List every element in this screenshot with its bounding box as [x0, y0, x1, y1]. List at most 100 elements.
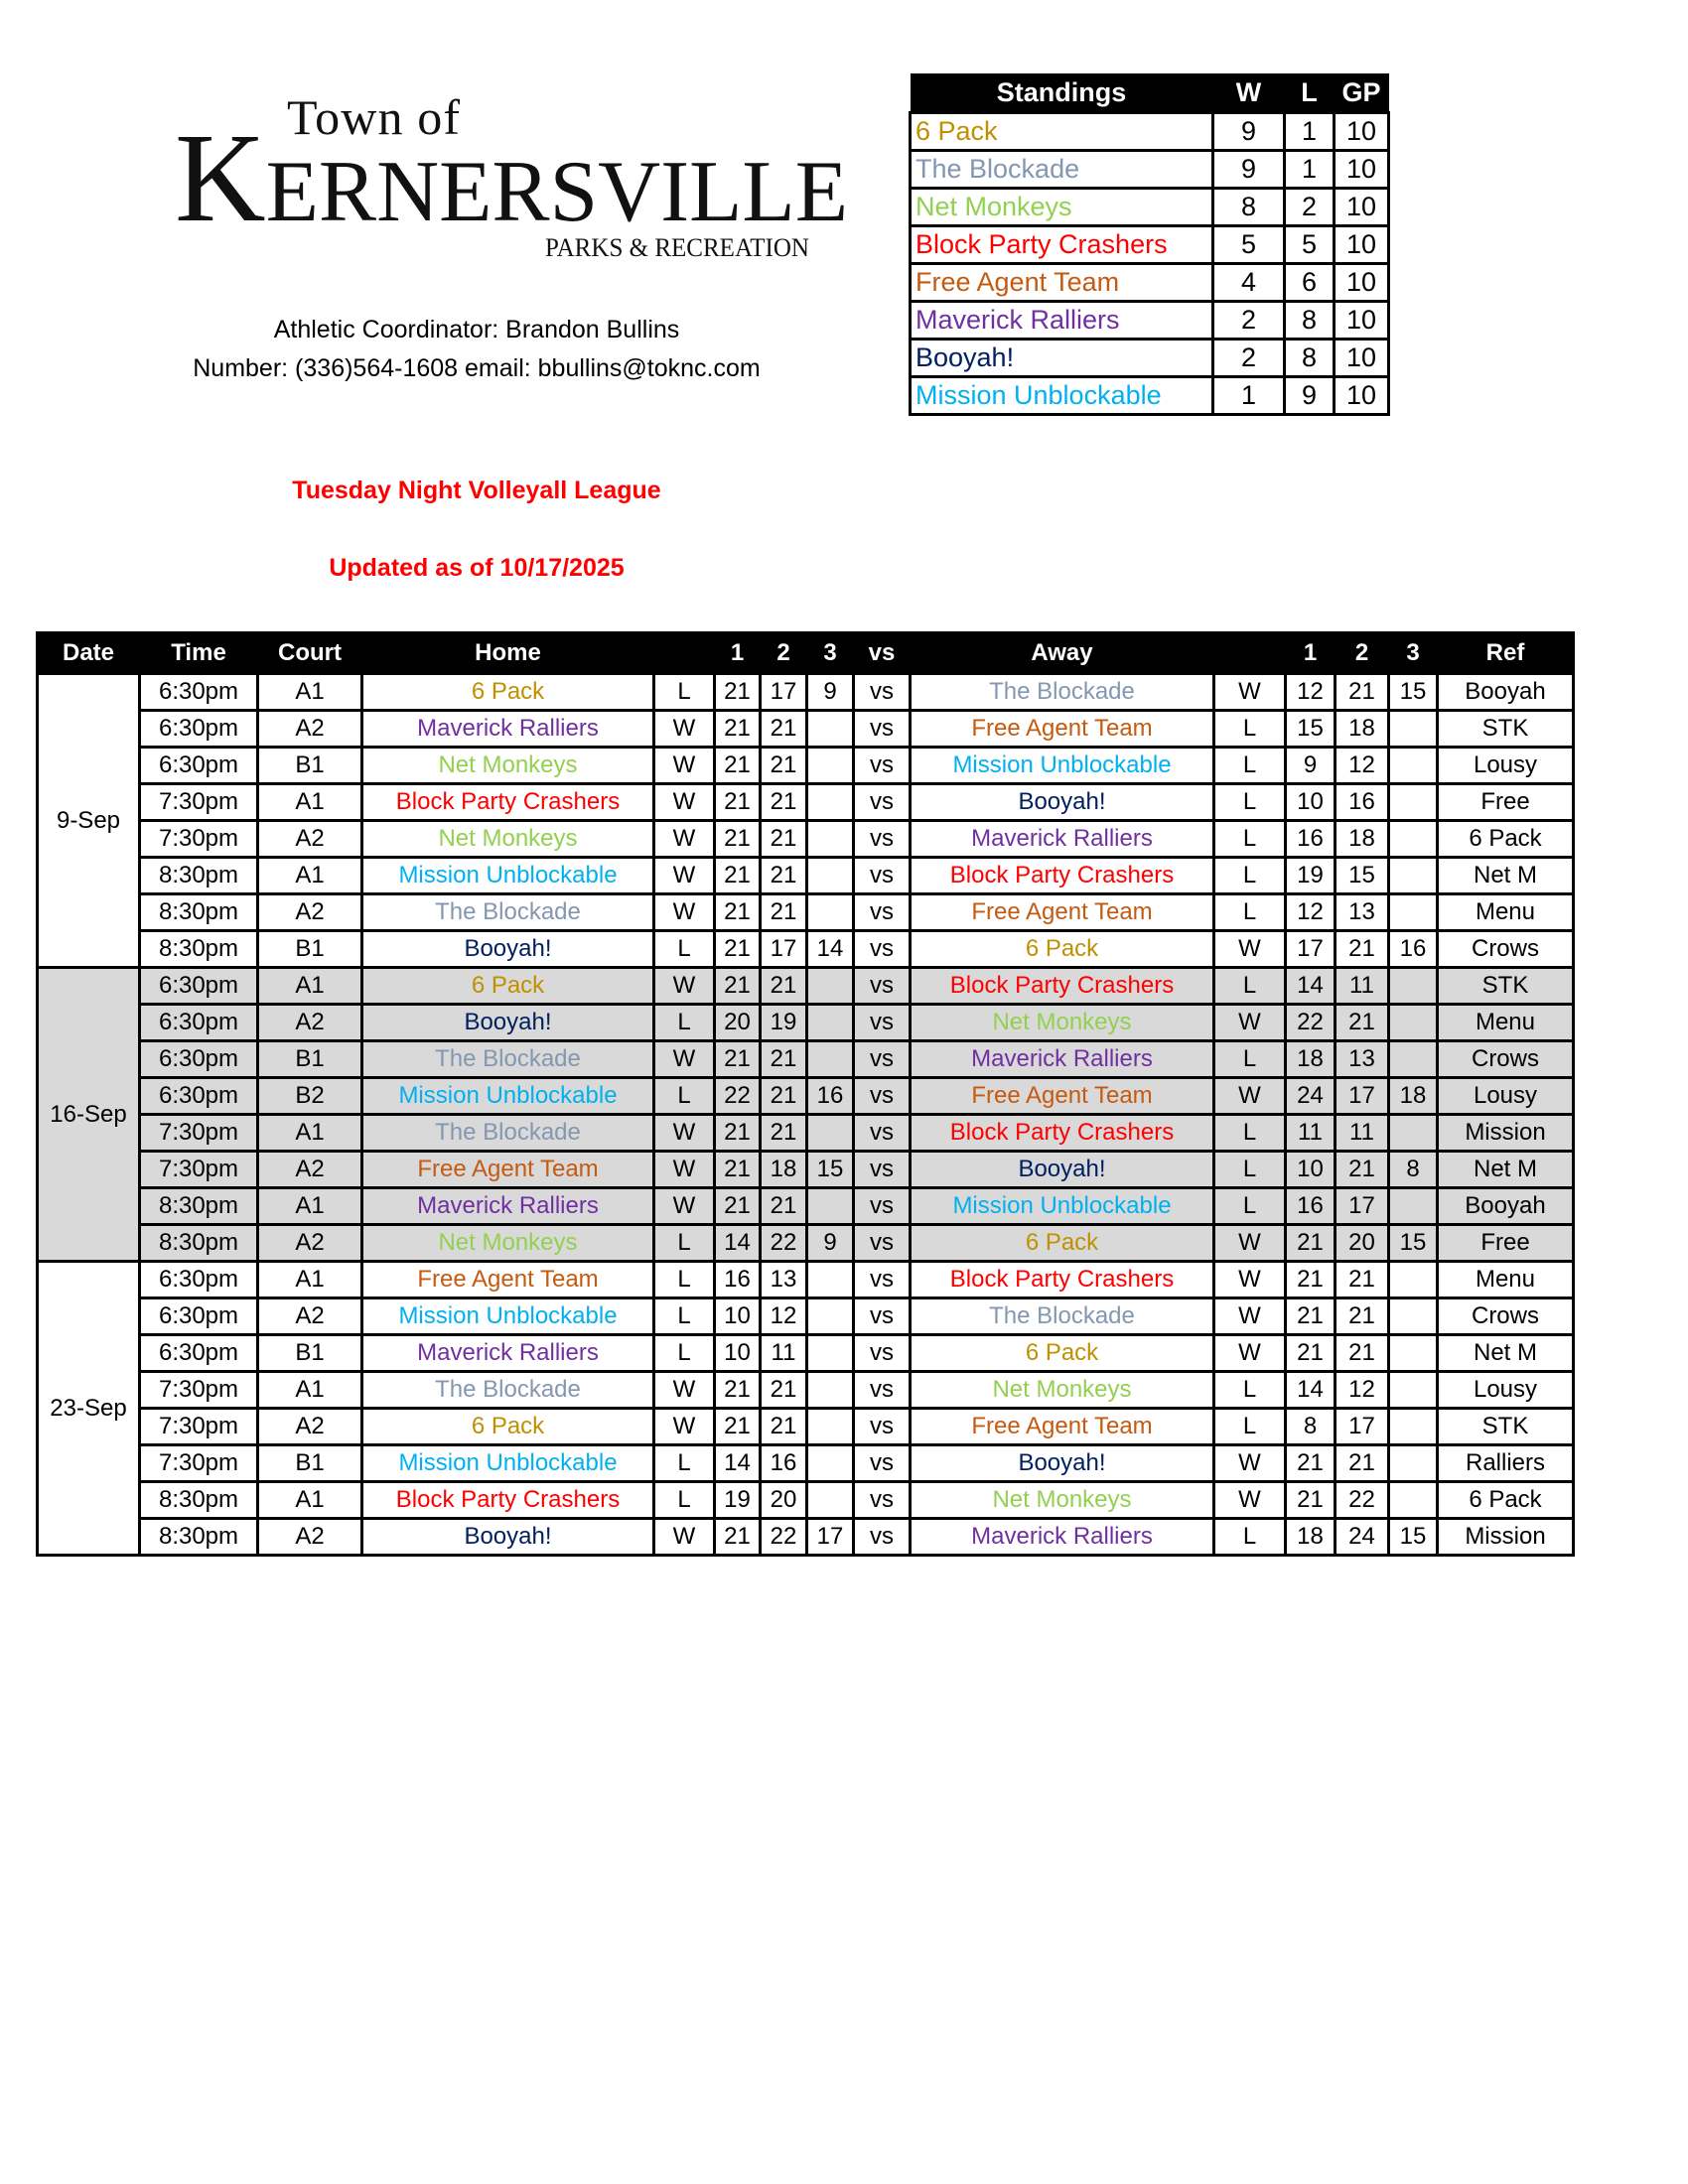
coordinator-text: Athletic Coordinator: Brandon Bullins: [273, 316, 680, 343]
home-set3-cell: [805, 1039, 855, 1079]
home-cell: Mission Unblockable: [360, 856, 655, 895]
away-set3-cell: 16: [1387, 929, 1439, 969]
home-set1-cell: 21: [713, 1370, 762, 1410]
ref-cell: Free: [1436, 1223, 1575, 1263]
vs-cell: vs: [852, 892, 912, 932]
ref-cell: Menu: [1436, 1003, 1575, 1042]
home-set1-cell: 21: [713, 1113, 762, 1153]
away-set1-cell: 21: [1284, 1260, 1336, 1299]
header-home-set3: 3: [805, 631, 855, 675]
vs-cell: vs: [852, 1003, 912, 1042]
home-cell: Block Party Crashers: [360, 1480, 655, 1520]
away-result-cell: L: [1212, 1186, 1287, 1226]
home-set1-cell: 21: [713, 892, 762, 932]
away-result-cell: W: [1212, 1480, 1287, 1520]
time-cell: 7:30pm: [138, 1150, 259, 1189]
header-vs: vs: [852, 631, 912, 675]
home-result-cell: L: [652, 929, 716, 969]
home-set2-cell: 13: [759, 1260, 808, 1299]
away-set2-cell: 13: [1334, 1039, 1390, 1079]
home-cell: 6 Pack: [360, 966, 655, 1006]
court-cell: A2: [256, 1517, 363, 1557]
standings-wins: 9: [1211, 149, 1286, 190]
away-set2-cell: 21: [1334, 929, 1390, 969]
date-cell: 16-Sep: [36, 966, 141, 1263]
home-set3-cell: [805, 819, 855, 859]
time-cell: 6:30pm: [138, 1260, 259, 1299]
court-cell: A1: [256, 1480, 363, 1520]
away-result-cell: L: [1212, 819, 1287, 859]
standings-games-played: 10: [1333, 187, 1390, 227]
away-set1-cell: 12: [1284, 672, 1336, 712]
home-set1-cell: 21: [713, 1517, 762, 1557]
away-set3-cell: 18: [1387, 1076, 1439, 1116]
time-cell: 8:30pm: [138, 892, 259, 932]
table-row: 7:30pm A1 The Blockade W 21 21 vs Net Monkeys L 1…: [38, 1370, 1575, 1410]
home-set1-cell: 21: [713, 1039, 762, 1079]
home-set2-cell: 21: [759, 782, 808, 822]
time-cell: 6:30pm: [138, 709, 259, 749]
away-result-cell: W: [1212, 1003, 1287, 1042]
table-row: 16-Sep 6:30pm A1 6 Pack W 21 21 vs Block Party C…: [36, 966, 1575, 1263]
away-set3-cell: [1387, 1480, 1439, 1520]
home-cell: Net Monkeys: [360, 746, 655, 785]
home-set1-cell: 19: [713, 1480, 762, 1520]
vs-cell: vs: [852, 1333, 912, 1373]
court-cell: B1: [256, 929, 363, 969]
away-cell: Maverick Ralliers: [909, 1039, 1215, 1079]
time-cell: 6:30pm: [138, 966, 259, 1006]
table-row: 8:30pm B1 Booyah! L 21 17 14 vs 6 Pack W 17 21 16 Cro…: [38, 929, 1575, 969]
away-cell: Booyah!: [909, 782, 1215, 822]
away-set2-cell: 21: [1334, 1150, 1390, 1189]
home-set2-cell: 21: [759, 1186, 808, 1226]
standings-team: Maverick Ralliers: [909, 300, 1214, 341]
standings-wins: 2: [1211, 300, 1286, 341]
home-set2-cell: 21: [759, 1370, 808, 1410]
table-row: 7:30pm A2 Free Agent Team W 21 18 15 vs Booyah! L…: [38, 1150, 1575, 1189]
time-cell: 7:30pm: [138, 1443, 259, 1483]
home-set1-cell: 21: [713, 746, 762, 785]
header-away-set2: 2: [1334, 631, 1390, 675]
away-set1-cell: 21: [1284, 1223, 1336, 1263]
updated-date: Updated as of 10/17/2025: [329, 554, 625, 582]
away-result-cell: L: [1212, 782, 1287, 822]
standings-wins: 8: [1211, 187, 1286, 227]
home-set2-cell: 21: [759, 892, 808, 932]
home-set2-cell: 21: [759, 1039, 808, 1079]
home-cell: Free Agent Team: [360, 1260, 655, 1299]
home-cell: Mission Unblockable: [360, 1076, 655, 1116]
away-result-cell: W: [1212, 1297, 1287, 1336]
home-set2-cell: 17: [759, 929, 808, 969]
vs-cell: vs: [852, 672, 912, 712]
standings-team: Free Agent Team: [909, 262, 1214, 303]
away-set3-cell: 15: [1387, 1517, 1439, 1557]
home-result-cell: W: [652, 819, 716, 859]
vs-cell: vs: [852, 1076, 912, 1116]
home-set3-cell: [805, 1003, 855, 1042]
standings-wins: 2: [1211, 338, 1286, 378]
standings-wins: 9: [1211, 111, 1286, 152]
away-set1-cell: 16: [1284, 819, 1336, 859]
home-set1-cell: 20: [713, 1003, 762, 1042]
home-cell: Net Monkeys: [360, 819, 655, 859]
home-set3-cell: [805, 1333, 855, 1373]
schedule-table: Date Time Court Home 1 2 3 vs Away 1 2 3 Ref 9-Sep 6:…: [36, 631, 1575, 1557]
home-cell: Free Agent Team: [360, 1150, 655, 1189]
home-set2-cell: 21: [759, 819, 808, 859]
home-set3-cell: 17: [805, 1517, 855, 1557]
home-result-cell: L: [652, 1003, 716, 1042]
standings-team: Mission Unblockable: [909, 375, 1214, 416]
away-result-cell: L: [1212, 746, 1287, 785]
home-set2-cell: 21: [759, 1076, 808, 1116]
vs-cell: vs: [852, 1443, 912, 1483]
home-result-cell: L: [652, 1297, 716, 1336]
vs-cell: vs: [852, 929, 912, 969]
standings-header-l: L: [1284, 73, 1335, 113]
away-result-cell: W: [1212, 1443, 1287, 1483]
away-result-cell: L: [1212, 1407, 1287, 1446]
home-result-cell: W: [652, 1186, 716, 1226]
home-set1-cell: 22: [713, 1076, 762, 1116]
home-set2-cell: 17: [759, 672, 808, 712]
court-cell: A2: [256, 892, 363, 932]
away-set1-cell: 19: [1284, 856, 1336, 895]
